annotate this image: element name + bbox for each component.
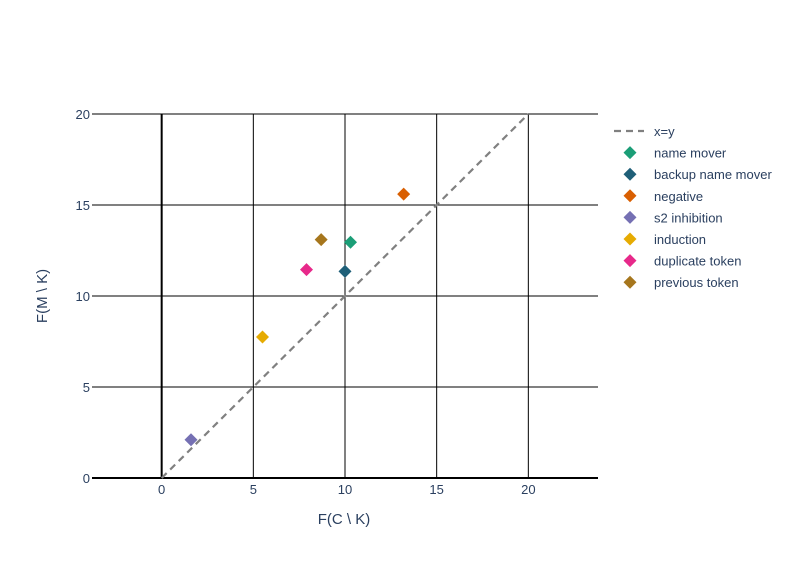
data-point — [256, 330, 269, 344]
legend-label: x=y — [654, 124, 675, 139]
legend-label: backup name mover — [654, 167, 772, 182]
data-point — [344, 235, 357, 249]
legend-marker — [623, 254, 637, 268]
legend-label: previous token — [654, 275, 739, 290]
data-points — [184, 187, 411, 447]
data-point — [184, 433, 198, 447]
data-point — [300, 263, 313, 277]
legend-label: induction — [654, 232, 706, 247]
legend-label: s2 inhibition — [654, 210, 723, 225]
x-tick-label: 0 — [158, 482, 165, 497]
y-tick-label: 10 — [76, 289, 90, 304]
x-axis-title: F(C \ K) — [318, 511, 371, 528]
y-tick-label: 5 — [83, 380, 90, 395]
data-point — [314, 233, 328, 247]
x-tick-label: 20 — [521, 482, 535, 497]
legend-marker — [623, 275, 637, 289]
legend-marker — [623, 210, 637, 224]
y-tick-label: 0 — [83, 471, 90, 486]
data-point — [397, 187, 411, 201]
legend-label: negative — [654, 189, 703, 204]
legend-label: name mover — [654, 146, 727, 161]
tick-labels: 0 5 10 15 20 0 5 10 15 20 — [76, 107, 536, 497]
y-axis-title: F(M \ K) — [34, 269, 51, 323]
y-tick-label: 20 — [76, 107, 90, 122]
x-tick-label: 5 — [250, 482, 257, 497]
y-tick-label: 15 — [76, 198, 90, 213]
legend-marker — [623, 146, 637, 160]
reference-line-x-eq-y — [160, 113, 530, 479]
axes — [92, 114, 598, 479]
legend-marker — [623, 232, 637, 246]
reference-line-layer — [160, 113, 530, 479]
data-point — [338, 264, 352, 278]
legend-marker — [623, 189, 637, 203]
x-tick-label: 10 — [338, 482, 352, 497]
legend-label: duplicate token — [654, 254, 741, 269]
legend: x=y name mover backup name mover negative s2… — [614, 124, 772, 290]
legend-marker — [623, 167, 637, 181]
x-tick-label: 15 — [429, 482, 443, 497]
